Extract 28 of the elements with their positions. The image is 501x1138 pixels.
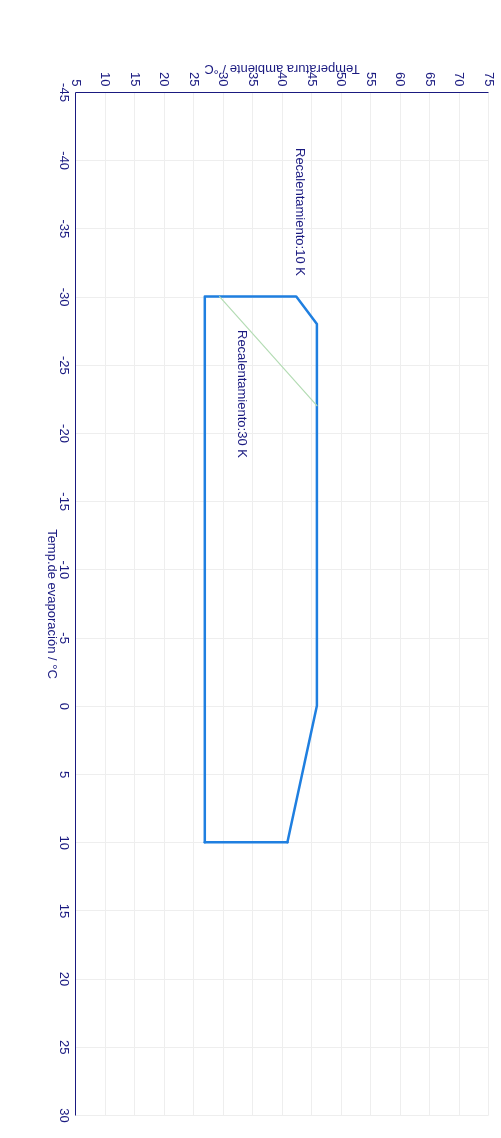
x-tick-label: 50 bbox=[334, 72, 349, 87]
annotation: Recalentamiento:10 K bbox=[293, 148, 308, 277]
y-tick-label: -40 bbox=[56, 151, 72, 171]
y-tick-label: 10 bbox=[56, 835, 72, 850]
x-tick-label: 65 bbox=[422, 72, 438, 87]
y-tick-label: 20 bbox=[56, 971, 72, 987]
y-tick-label: 5 bbox=[56, 770, 72, 779]
x-tick-label: 70 bbox=[452, 72, 467, 87]
x-tick-label: 25 bbox=[186, 72, 202, 87]
x-tick-label: 60 bbox=[393, 72, 408, 87]
y-tick-label: 0 bbox=[56, 702, 72, 710]
x-tick-label: 35 bbox=[245, 72, 261, 87]
x-tick-label: 75 bbox=[481, 72, 497, 87]
y-tick-label: 15 bbox=[56, 903, 72, 919]
y-tick-label: -35 bbox=[56, 219, 72, 239]
y-tick-label: -15 bbox=[56, 492, 72, 512]
y-tick-label: -30 bbox=[56, 287, 72, 307]
x-tick-label: 40 bbox=[275, 72, 290, 87]
x-tick-label: 15 bbox=[127, 72, 143, 87]
y-tick-label: -20 bbox=[56, 424, 72, 443]
x-tick-label: 45 bbox=[304, 72, 320, 87]
y-tick-label: 25 bbox=[56, 1040, 72, 1055]
x-tick-label: 20 bbox=[157, 72, 172, 87]
x-tick-label: 10 bbox=[98, 72, 113, 87]
y-tick-label: 30 bbox=[56, 1108, 72, 1123]
y-tick-label: -25 bbox=[56, 355, 72, 375]
x-tick-label: 55 bbox=[363, 72, 379, 87]
annotation: Recalentamiento:30 K bbox=[235, 330, 250, 459]
